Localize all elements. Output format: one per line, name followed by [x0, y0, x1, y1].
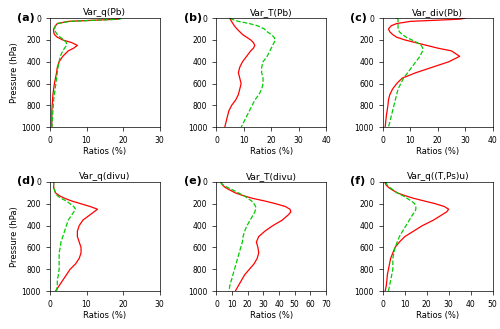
X-axis label: Ratios (%): Ratios (%) — [83, 311, 126, 319]
Text: (e): (e) — [184, 176, 202, 187]
Text: (c): (c) — [350, 13, 367, 23]
X-axis label: Ratios (%): Ratios (%) — [250, 311, 293, 319]
Y-axis label: Pressure (hPa): Pressure (hPa) — [10, 42, 19, 103]
Y-axis label: Pressure (hPa): Pressure (hPa) — [10, 206, 19, 267]
Text: (b): (b) — [184, 13, 202, 23]
Title: Var_q((T,Ps)u): Var_q((T,Ps)u) — [406, 172, 469, 181]
Title: Var_div(Pb): Var_div(Pb) — [412, 8, 463, 17]
Title: Var_q(Pb): Var_q(Pb) — [84, 8, 126, 17]
Text: (a): (a) — [17, 13, 35, 23]
X-axis label: Ratios (%): Ratios (%) — [250, 147, 293, 156]
Title: Var_q(divu): Var_q(divu) — [79, 172, 130, 181]
Title: Var_T(divu): Var_T(divu) — [246, 172, 297, 181]
Text: (d): (d) — [17, 176, 36, 187]
X-axis label: Ratios (%): Ratios (%) — [416, 311, 460, 319]
Text: (f): (f) — [350, 176, 366, 187]
X-axis label: Ratios (%): Ratios (%) — [416, 147, 460, 156]
Title: Var_T(Pb): Var_T(Pb) — [250, 8, 292, 17]
X-axis label: Ratios (%): Ratios (%) — [83, 147, 126, 156]
